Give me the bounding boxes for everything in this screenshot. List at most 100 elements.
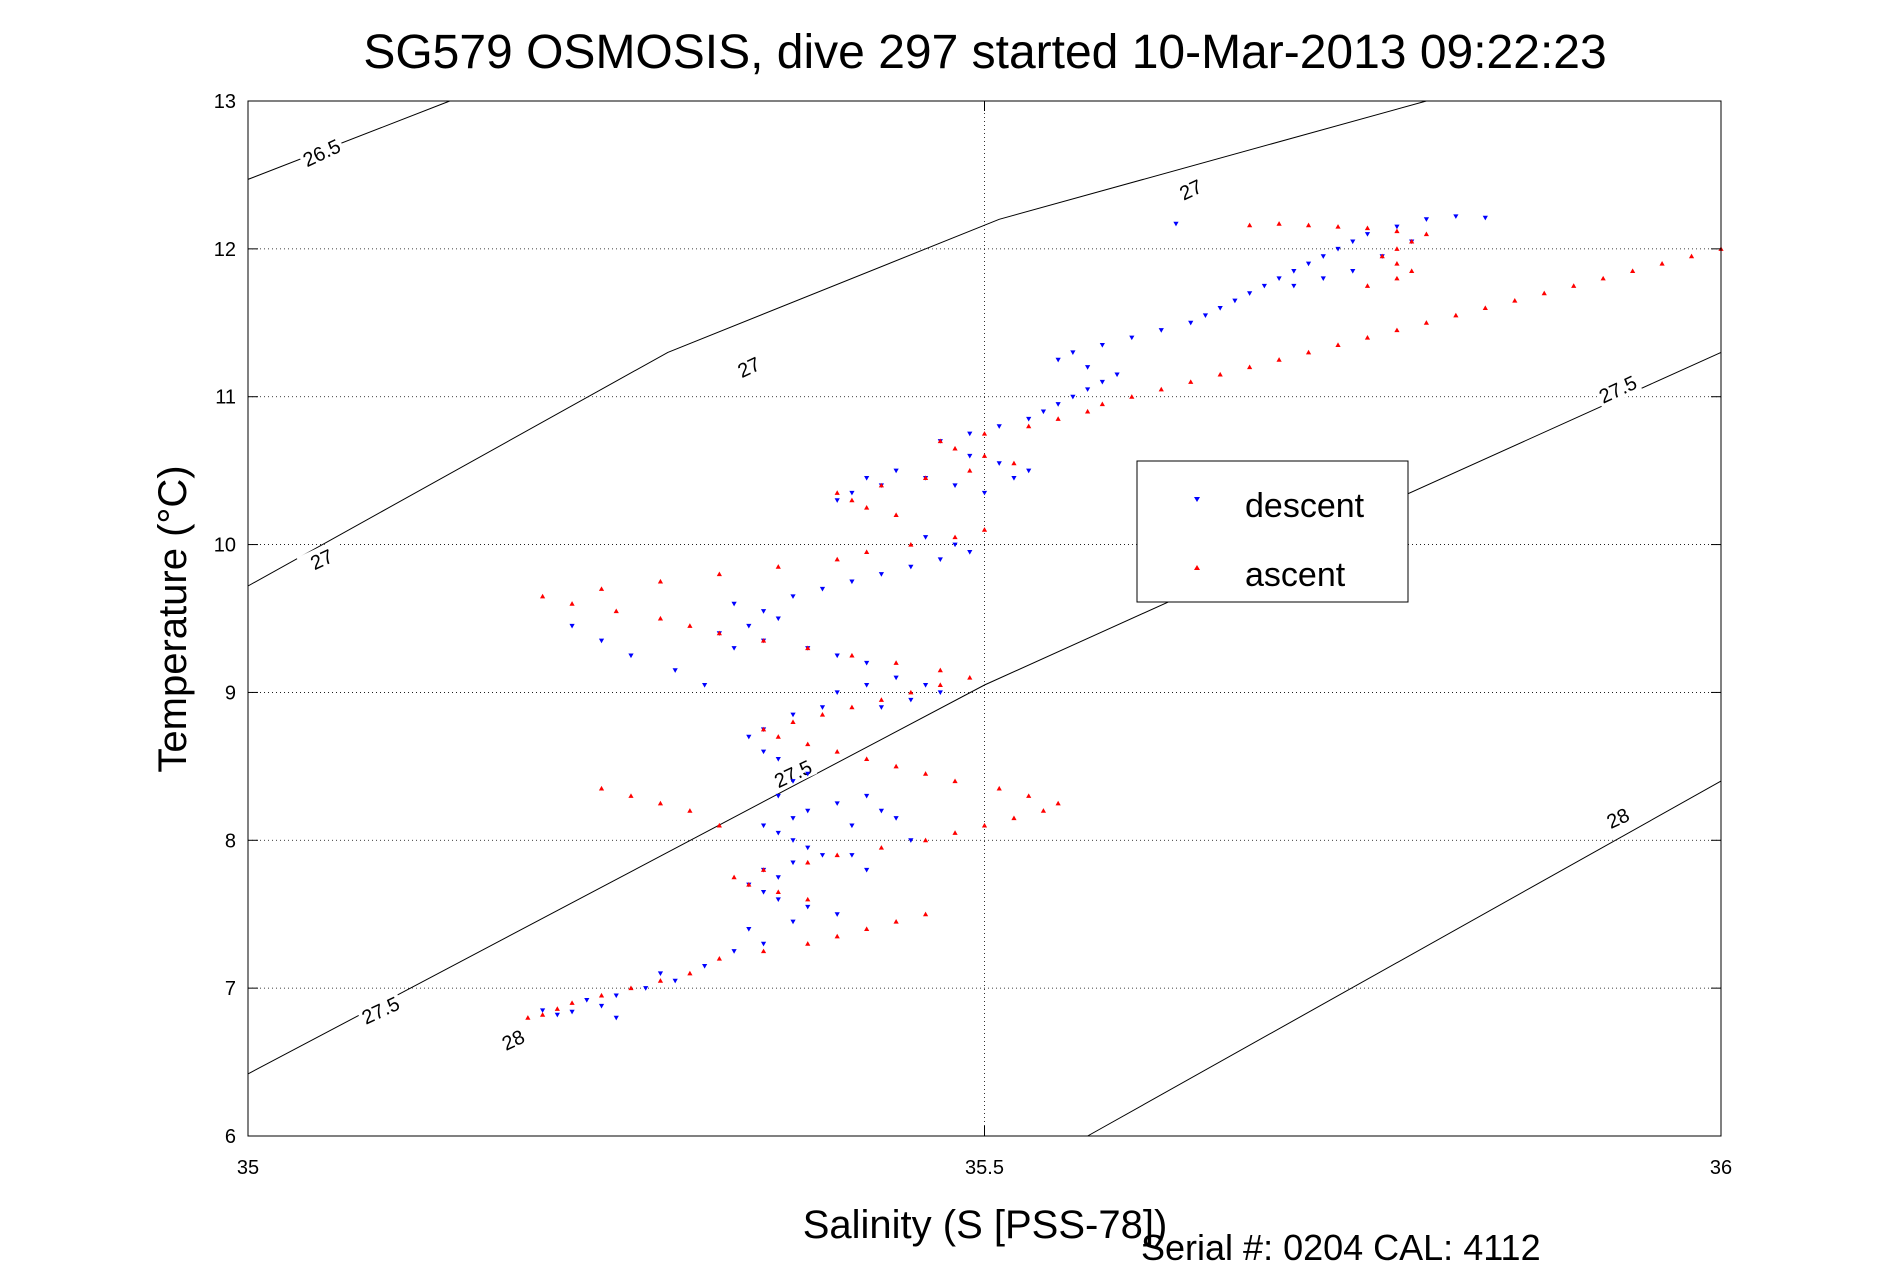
y-tick-label: 13 <box>214 91 236 113</box>
axis-ticks: 35 35.5 36 6 7 8 9 10 11 12 13 <box>214 91 1732 1179</box>
ascent-point <box>1630 268 1636 274</box>
ascent-point <box>569 601 575 606</box>
contour-label-background <box>767 753 818 793</box>
descent-point <box>864 683 870 688</box>
ascent-point <box>908 689 914 695</box>
ascent-point <box>922 837 929 843</box>
descent-point <box>834 912 840 917</box>
descent-point <box>937 690 943 696</box>
descent-point <box>760 823 767 829</box>
descent-point <box>760 609 767 614</box>
descent-point <box>981 490 988 496</box>
ascent-point <box>805 896 811 902</box>
descent-point <box>1055 357 1061 363</box>
chart-title: SG579 OSMOSIS, dive 297 started 10-Mar-2… <box>363 26 1606 79</box>
descent-point <box>746 734 752 740</box>
ascent-point <box>1688 253 1695 259</box>
descent-point <box>775 793 781 799</box>
descent-point <box>849 579 855 585</box>
descent-point <box>937 557 943 562</box>
descent-point <box>1173 221 1179 227</box>
descent-point <box>864 476 870 481</box>
isopycnal-27 <box>247 100 1427 587</box>
descent-point <box>908 564 914 570</box>
y-tick-label: 9 <box>225 682 236 704</box>
x-tick-label: 35 <box>237 1157 259 1179</box>
ascent-point <box>1305 222 1312 228</box>
ascent-point <box>731 874 737 880</box>
ascent-point <box>598 992 605 998</box>
descent-point <box>834 653 840 659</box>
descent-point <box>598 1003 605 1009</box>
descent-point <box>805 845 811 851</box>
ascent-point <box>657 800 664 806</box>
ascent-point <box>1394 275 1400 281</box>
ascent-point <box>1394 327 1400 333</box>
ascent-point <box>878 697 884 702</box>
descent-point <box>893 816 899 821</box>
descent-point <box>967 453 973 459</box>
descent-point <box>908 697 914 703</box>
ascent-point <box>687 808 693 813</box>
descent-point <box>1099 342 1105 348</box>
ascent-point <box>716 630 722 636</box>
ascent-point <box>1026 793 1032 798</box>
descent-point <box>805 904 811 910</box>
ascent-point <box>967 675 973 680</box>
descent-point <box>775 897 781 903</box>
ascent-point <box>554 1006 560 1011</box>
ascent-point <box>908 541 914 547</box>
descent-point <box>760 749 767 755</box>
contour-label-background <box>723 346 773 386</box>
descent-point <box>790 816 796 821</box>
ascent-point <box>716 955 722 961</box>
descent-point <box>1217 306 1223 311</box>
footer-serial-cal: Serial #: 0204 CAL: 4112 <box>1141 1227 1541 1262</box>
ascent-point <box>569 1000 575 1005</box>
ascent-point <box>1055 800 1061 806</box>
ascent-point <box>819 712 826 717</box>
descent-point <box>1291 283 1297 289</box>
descent-point <box>702 963 708 969</box>
ascent-point <box>834 748 840 754</box>
ascent-point <box>834 852 840 858</box>
ascent-point <box>1364 225 1371 231</box>
ascent-point <box>805 645 811 651</box>
ascent-point <box>1482 305 1488 310</box>
descent-point <box>952 542 958 548</box>
ascent-point <box>878 482 884 488</box>
ascent-point <box>628 793 634 798</box>
legend-label-ascent: ascent <box>1245 556 1346 594</box>
ascent-point <box>864 756 870 761</box>
ascent-point <box>790 719 796 724</box>
ascent-point <box>1394 228 1400 234</box>
ascent-point <box>878 845 884 850</box>
ascent-point <box>981 453 988 458</box>
descent-point <box>1026 416 1032 422</box>
descent-point <box>908 838 914 843</box>
descent-point <box>613 1015 619 1021</box>
legend-box <box>1136 460 1409 603</box>
descent-point <box>967 549 973 555</box>
descent-point <box>996 424 1002 429</box>
y-axis-label: Temperature (°C) <box>151 465 195 772</box>
ascent-point <box>1099 401 1105 407</box>
series-descent <box>540 214 1488 1021</box>
ascent-point <box>1423 231 1429 237</box>
ascent-point <box>760 867 767 872</box>
ascent-point <box>1188 379 1194 384</box>
ascent-point <box>996 785 1002 791</box>
descent-point <box>1247 291 1253 296</box>
y-tick-label: 8 <box>225 830 236 852</box>
descent-point <box>1350 239 1356 245</box>
ascent-point <box>1394 261 1400 266</box>
descent-point <box>1011 476 1017 481</box>
ascent-point <box>849 704 855 710</box>
ascent-point <box>1011 460 1017 466</box>
ascent-point <box>864 549 870 554</box>
ascent-point <box>834 933 840 939</box>
ascent-point <box>1011 815 1017 821</box>
ascent-point <box>1379 253 1385 259</box>
descent-point <box>1305 261 1312 267</box>
